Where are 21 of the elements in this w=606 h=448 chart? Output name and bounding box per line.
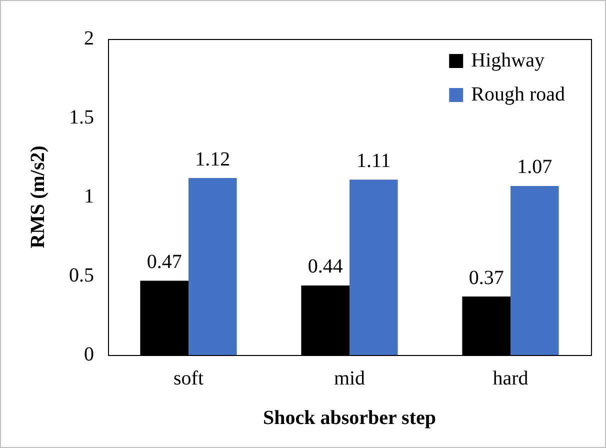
bar: [510, 186, 559, 355]
x-tick-label: mid: [334, 367, 366, 390]
y-tick-label: 1.5: [69, 106, 94, 128]
y-axis-title: RMS (m/s2): [27, 146, 50, 248]
data-label: 0.44: [308, 256, 343, 278]
bar: [350, 180, 398, 355]
y-tick-label: 0.5: [69, 264, 94, 286]
y-tick-label: 0: [84, 343, 94, 366]
data-label: 0.47: [146, 250, 182, 273]
data-label: 0.37: [468, 266, 504, 289]
y-tick-label: 1: [84, 185, 94, 208]
x-tick-label: soft: [174, 367, 204, 390]
bar: [188, 178, 237, 355]
x-tick-label: hard: [492, 367, 528, 390]
legend-label: Rough road: [471, 83, 566, 106]
x-axis-title: Shock absorber step: [263, 407, 436, 430]
y-tick-label: 2: [84, 27, 94, 50]
legend-label: Highway: [471, 49, 544, 72]
data-label: 1.11: [356, 150, 391, 172]
data-label: 1.07: [517, 156, 552, 178]
data-label: 1.12: [195, 148, 230, 170]
